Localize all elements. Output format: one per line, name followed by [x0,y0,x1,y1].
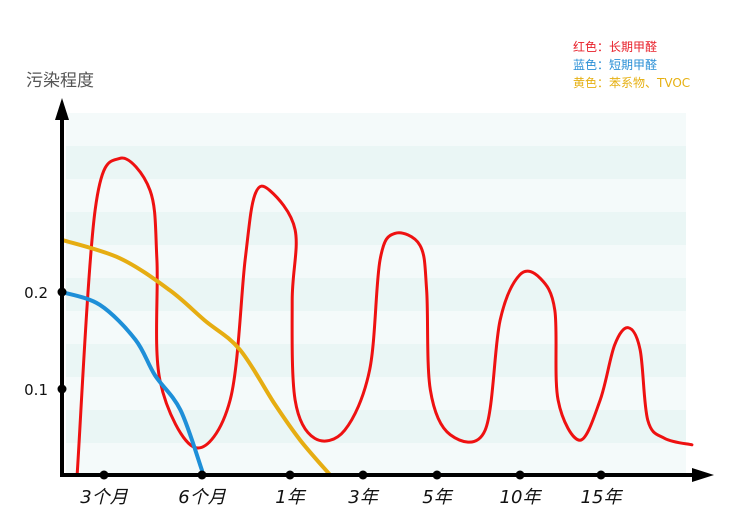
legend-item: 红色：长期甲醛 [573,39,657,54]
y-tick-label: 0.1 [24,381,48,399]
x-tick-label: 3年 [348,487,379,508]
y-ticks: 0.1 0.2 [24,284,67,399]
x-tick-label: 6个月 [178,487,226,508]
x-axis-arrow-icon [692,468,714,482]
x-ticks: 3个月 6个月 1年 3年 5年 10年 15年 [80,470,624,508]
x-tick-dot [99,470,109,480]
x-tick-dot [515,470,525,480]
x-tick-label: 15年 [581,487,624,508]
x-tick-dot [596,470,606,480]
y-tick-dot [57,287,67,297]
background-band [66,212,686,245]
y-tick-label: 0.2 [24,284,48,302]
series-line-0 [75,156,694,477]
x-tick-dot [432,470,442,480]
y-tick-dot [57,384,67,394]
x-tick-label: 5年 [422,487,453,508]
legend-item: 蓝色：短期甲醛 [573,57,657,72]
background-band [66,410,686,443]
x-tick-label: 10年 [500,487,543,508]
x-axis [60,468,714,482]
x-tick-label: 1年 [275,487,306,508]
background-band [66,344,686,377]
series-line-2 [60,237,333,477]
x-tick-dot [358,470,368,480]
background-band [66,443,686,475]
x-tick-label: 3个月 [80,487,128,508]
x-tick-dot [285,470,295,480]
y-axis-arrow-icon [55,98,69,120]
y-axis [55,98,69,476]
x-tick-dot [197,470,207,480]
y-axis-label: 污染程度 [26,71,94,91]
series-layer [60,156,694,477]
legend-item: 黄色：苯系物、TVOC [573,76,690,90]
background-band [66,146,686,179]
background-band [66,179,686,212]
series-line-1 [60,290,204,473]
background-band [66,113,686,146]
background-band [66,245,686,278]
